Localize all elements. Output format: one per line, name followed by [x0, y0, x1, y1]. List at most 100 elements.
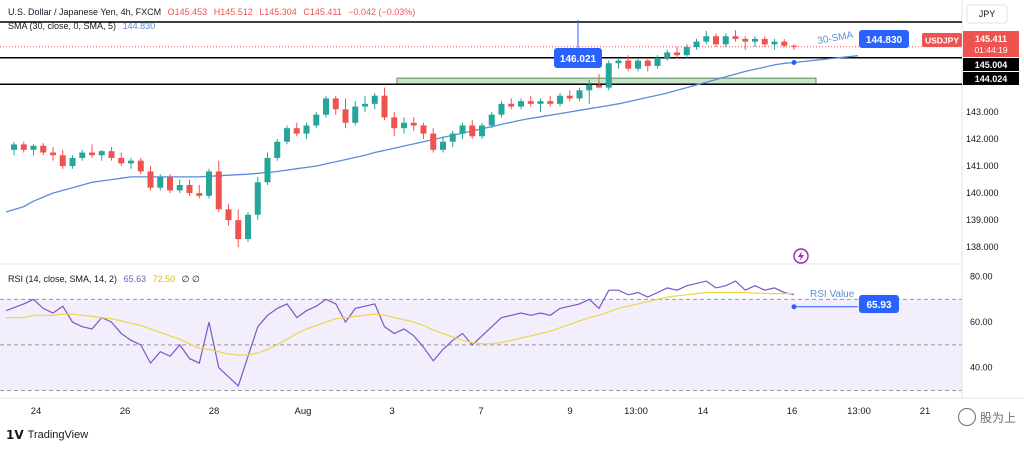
sma-value-label[interactable] [859, 30, 909, 48]
candle-body [605, 63, 612, 88]
candle-body [401, 122, 407, 129]
price-tick-label: 143.000 [966, 107, 999, 117]
ohlc-o-value: 145.453 [175, 7, 208, 17]
lightning-icon[interactable] [793, 248, 809, 264]
candle-body [557, 95, 563, 104]
candle-body [440, 141, 446, 150]
candle-body [771, 41, 778, 45]
price-axis-ticks: 143.000 142.000 141.000 140.000 139.000 138.0… [966, 107, 999, 252]
candle-body [742, 38, 749, 42]
candle-body [342, 109, 349, 123]
sma-legend[interactable]: SMA (30, close, 0, SMA, 5) 144.830 [8, 21, 155, 31]
candle-body [264, 157, 271, 183]
time-tick-label: 16 [787, 406, 798, 417]
candle-body [566, 95, 573, 99]
ohlc-h-key: H [214, 7, 221, 17]
currency-button[interactable] [966, 4, 1008, 24]
candle-body [137, 160, 144, 172]
candle-body [362, 103, 368, 107]
candle-body [98, 151, 105, 156]
sma-value-label-text: 144.830 [866, 35, 903, 46]
time-tick-label: 9 [567, 406, 572, 417]
sma-legend-value: 144.830 [123, 21, 156, 31]
rsi-legend[interactable]: RSI (14, close, SMA, 14, 2) 65.63 72.50 … [8, 274, 200, 284]
level-tag-144024 [963, 72, 1019, 85]
high-price-label[interactable] [554, 48, 602, 68]
price-tick-label: 141.000 [966, 161, 999, 171]
candle-body [420, 125, 427, 134]
candle-body [284, 128, 290, 142]
candle-body [488, 114, 495, 126]
candle-body [518, 101, 524, 107]
lightning-bolt-glyph [798, 251, 804, 261]
candle-body [30, 145, 37, 150]
rsi-value-label-text: 65.93 [866, 300, 891, 311]
time-tick-label: 26 [120, 406, 131, 417]
countdown-text: 01:44:19 [974, 45, 1007, 55]
candle-body [625, 60, 632, 69]
rsi-value-label[interactable] [859, 295, 899, 313]
tradingview-logo-icon: 𝟭𝗩 [6, 428, 24, 442]
symbol-tag [922, 33, 962, 47]
candle-body [313, 114, 320, 126]
time-tick-label: 21 [920, 406, 931, 417]
ohlc-l-value: 145.304 [264, 7, 297, 17]
candle-body [79, 152, 86, 158]
time-tick-label: 14 [698, 406, 709, 417]
candle-body [196, 193, 203, 196]
sma-annotation-text: 30-SMA [817, 30, 855, 47]
candle-body [693, 41, 700, 48]
sma-legend-label: SMA (30, close, 0, SMA, 5) [8, 21, 116, 31]
rsi-lines-group [5, 280, 858, 387]
candle-body [781, 41, 788, 46]
candle-body [615, 60, 622, 64]
candle-body [410, 122, 417, 126]
time-tick-label: 13:00 [847, 406, 871, 417]
candle-body [167, 176, 173, 191]
candle-body [118, 157, 125, 164]
candle-body [147, 171, 154, 188]
candle-body [303, 125, 310, 134]
candle-body [157, 176, 164, 188]
watermark-text: 股为上 [979, 410, 1016, 425]
rsi-overbought-oversold-band [0, 299, 962, 391]
time-axis-ticks: 24 26 28 Aug 3 7 9 13:00 14 16 13:00 21 [31, 406, 931, 417]
candle-body [332, 98, 339, 110]
ohlc-h-value: 145.512 [220, 7, 253, 17]
candle-body [206, 171, 212, 196]
candle-body [713, 36, 719, 45]
candle-body [254, 182, 261, 215]
candle-body [371, 95, 378, 104]
candle-body [293, 128, 300, 134]
candle-body [498, 103, 505, 115]
candle-body [654, 57, 661, 66]
candle-body [352, 106, 359, 123]
current-price-text: 145.411 [975, 34, 1007, 44]
candle-body [761, 38, 768, 45]
rsi-ma-legend-value: 72.50 [153, 274, 176, 284]
time-tick-label: 7 [478, 406, 483, 417]
candle-body [89, 152, 95, 156]
candle-body [508, 103, 515, 107]
candle-body [596, 84, 602, 88]
level-tag-145004 [963, 58, 1019, 71]
currency-label: JPY [979, 9, 996, 19]
candle-body [547, 101, 554, 104]
rsi-tick-label: 40.00 [970, 363, 993, 373]
rsi-annotation-text: RSI Value [810, 289, 855, 300]
tradingview-branding[interactable]: 𝟭𝗩 TradingView [6, 428, 88, 442]
candle-body [50, 152, 56, 156]
price-tick-label: 140.000 [966, 188, 999, 198]
tradingview-name: TradingView [27, 429, 89, 441]
candle-body [537, 101, 544, 104]
wechat-icon [957, 408, 976, 426]
candle-body [703, 36, 710, 42]
candle-body [128, 160, 134, 164]
candle-body [176, 184, 183, 191]
level-tag-144024-text: 144.024 [975, 74, 1008, 84]
candle-body [479, 125, 485, 137]
ohlc-c-key: C [303, 7, 310, 17]
high-price-label-text: 146.021 [560, 54, 597, 65]
candle-body [752, 38, 758, 42]
sma-anchor-dot [791, 59, 797, 65]
